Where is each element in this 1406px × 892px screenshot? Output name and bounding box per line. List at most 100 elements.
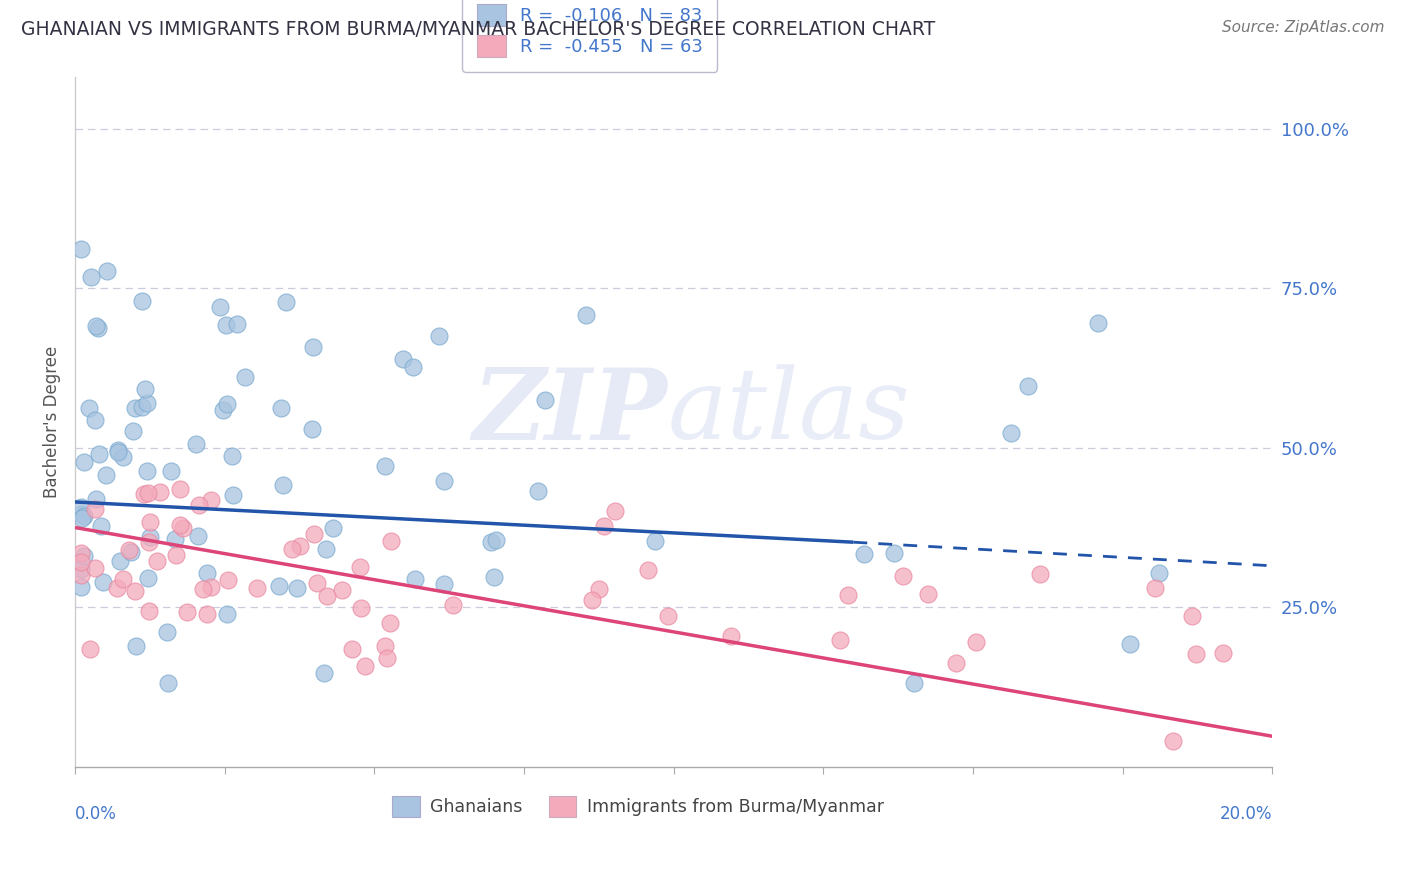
- Point: [138, 535, 160, 549]
- Point: [222, 488, 245, 502]
- Point: [484, 570, 506, 584]
- Point: [391, 351, 413, 366]
- Point: [1147, 566, 1170, 580]
- Point: [73, 549, 96, 563]
- Point: [139, 515, 162, 529]
- Point: [111, 572, 134, 586]
- Point: [1017, 378, 1039, 392]
- Point: [212, 402, 235, 417]
- Point: [91, 575, 114, 590]
- Point: [90, 519, 112, 533]
- Point: [276, 294, 298, 309]
- Point: [160, 464, 183, 478]
- Point: [288, 539, 311, 553]
- Point: [118, 542, 141, 557]
- Point: [138, 604, 160, 618]
- Point: [837, 588, 859, 602]
- Point: [72, 510, 94, 524]
- Point: [917, 587, 939, 601]
- Point: [169, 482, 191, 496]
- Point: [903, 676, 925, 690]
- Point: [441, 599, 464, 613]
- Point: [588, 582, 610, 597]
- Point: [233, 369, 256, 384]
- Point: [330, 582, 353, 597]
- Point: [271, 478, 294, 492]
- Point: [225, 317, 247, 331]
- Point: [134, 383, 156, 397]
- Point: [285, 581, 308, 595]
- Point: [156, 624, 179, 639]
- Point: [534, 393, 557, 408]
- Point: [316, 589, 339, 603]
- Point: [188, 498, 211, 512]
- Point: [70, 500, 93, 515]
- Point: [70, 546, 93, 560]
- Text: Source: ZipAtlas.com: Source: ZipAtlas.com: [1222, 20, 1385, 35]
- Point: [135, 464, 157, 478]
- Point: [720, 628, 742, 642]
- Point: [191, 582, 214, 597]
- Point: [139, 530, 162, 544]
- Point: [70, 562, 93, 576]
- Point: [270, 401, 292, 415]
- Point: [70, 568, 93, 582]
- Point: [176, 605, 198, 619]
- Legend: Ghanaians, Immigrants from Burma/Myanmar: Ghanaians, Immigrants from Burma/Myanmar: [385, 789, 890, 823]
- Point: [83, 560, 105, 574]
- Point: [136, 396, 159, 410]
- Point: [195, 607, 218, 622]
- Point: [96, 264, 118, 278]
- Point: [184, 436, 207, 450]
- Point: [280, 542, 302, 557]
- Point: [1212, 646, 1234, 660]
- Point: [304, 527, 326, 541]
- Point: [86, 491, 108, 506]
- Point: [132, 487, 155, 501]
- Point: [120, 545, 142, 559]
- Point: [77, 401, 100, 415]
- Point: [87, 447, 110, 461]
- Point: [965, 635, 987, 649]
- Point: [79, 642, 101, 657]
- Point: [581, 593, 603, 607]
- Point: [208, 300, 231, 314]
- Point: [315, 542, 337, 557]
- Point: [380, 615, 402, 630]
- Point: [301, 421, 323, 435]
- Point: [187, 529, 209, 543]
- Point: [1180, 609, 1202, 624]
- Point: [165, 549, 187, 563]
- Point: [401, 360, 423, 375]
- Point: [479, 535, 502, 549]
- Point: [485, 533, 508, 547]
- Point: [267, 579, 290, 593]
- Point: [891, 569, 914, 583]
- Point: [404, 573, 426, 587]
- Point: [644, 534, 666, 549]
- Point: [124, 583, 146, 598]
- Point: [215, 318, 238, 332]
- Point: [70, 555, 93, 569]
- Point: [94, 468, 117, 483]
- Point: [828, 633, 851, 648]
- Point: [1087, 316, 1109, 330]
- Point: [70, 581, 93, 595]
- Point: [84, 413, 107, 427]
- Point: [945, 656, 967, 670]
- Point: [195, 566, 218, 581]
- Point: [852, 547, 875, 561]
- Point: [427, 329, 450, 343]
- Point: [111, 450, 134, 465]
- Point: [350, 600, 373, 615]
- Point: [221, 450, 243, 464]
- Point: [169, 517, 191, 532]
- Point: [433, 577, 456, 591]
- Point: [84, 502, 107, 516]
- Point: [349, 559, 371, 574]
- Point: [374, 639, 396, 653]
- Point: [172, 521, 194, 535]
- Point: [131, 294, 153, 309]
- Point: [200, 493, 222, 508]
- Point: [354, 659, 377, 673]
